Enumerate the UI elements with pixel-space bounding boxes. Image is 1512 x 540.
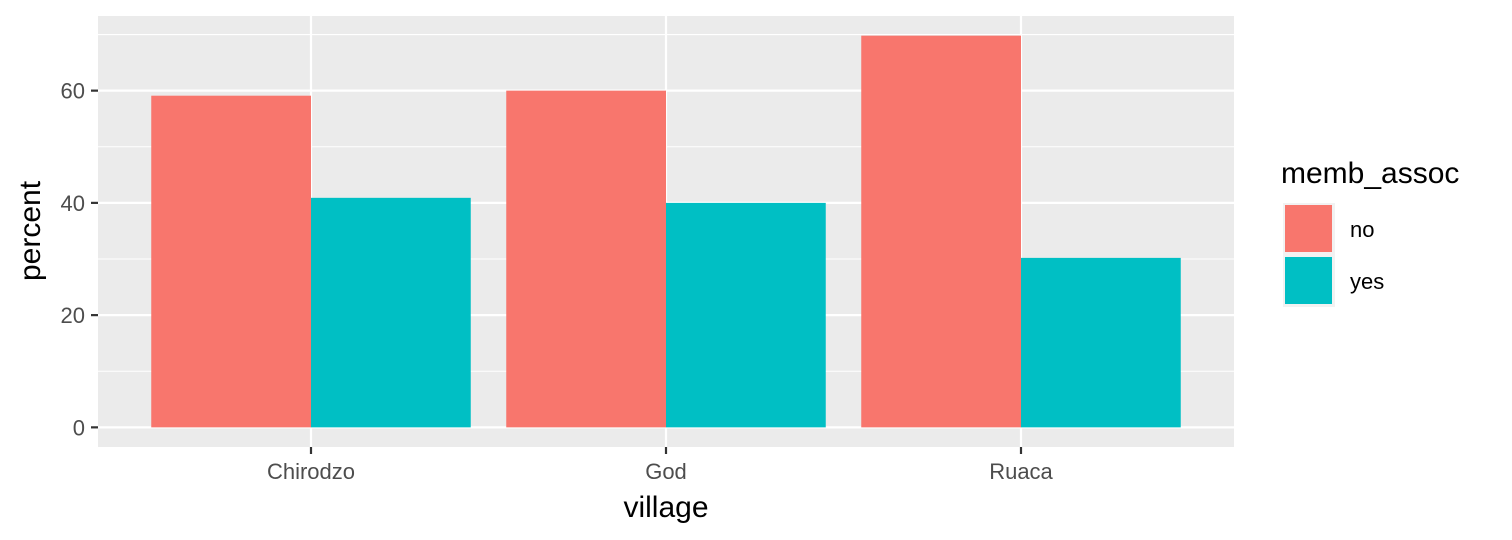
y-tick-label: 40: [61, 191, 85, 216]
x-axis: Chirodzo God Ruaca: [267, 447, 1054, 484]
legend: memb_assoc no yes: [1281, 157, 1459, 307]
bar-yes-chirodzo: [311, 197, 471, 428]
x-tick-label: Chirodzo: [267, 459, 355, 484]
x-tick-label: God: [645, 459, 687, 484]
y-axis-title: percent: [14, 180, 47, 281]
legend-label-yes: yes: [1350, 269, 1384, 294]
x-axis-title: village: [623, 491, 708, 524]
y-tick-label: 60: [61, 79, 85, 104]
bar-no-god: [506, 90, 666, 428]
y-axis: 0 20 40 60: [61, 79, 98, 440]
legend-key-yes: [1285, 257, 1332, 304]
y-tick-label: 0: [73, 415, 85, 440]
bar-yes-ruaca: [1021, 257, 1181, 428]
legend-title: memb_assoc: [1281, 157, 1459, 190]
x-tick-label: Ruaca: [989, 459, 1053, 484]
bars: [151, 35, 1181, 428]
legend-label-no: no: [1350, 217, 1374, 242]
legend-key-no: [1285, 205, 1332, 252]
bar-yes-god: [666, 202, 826, 428]
bar-no-chirodzo: [151, 95, 311, 428]
bar-no-ruaca: [861, 35, 1021, 428]
y-tick-label: 20: [61, 303, 85, 328]
